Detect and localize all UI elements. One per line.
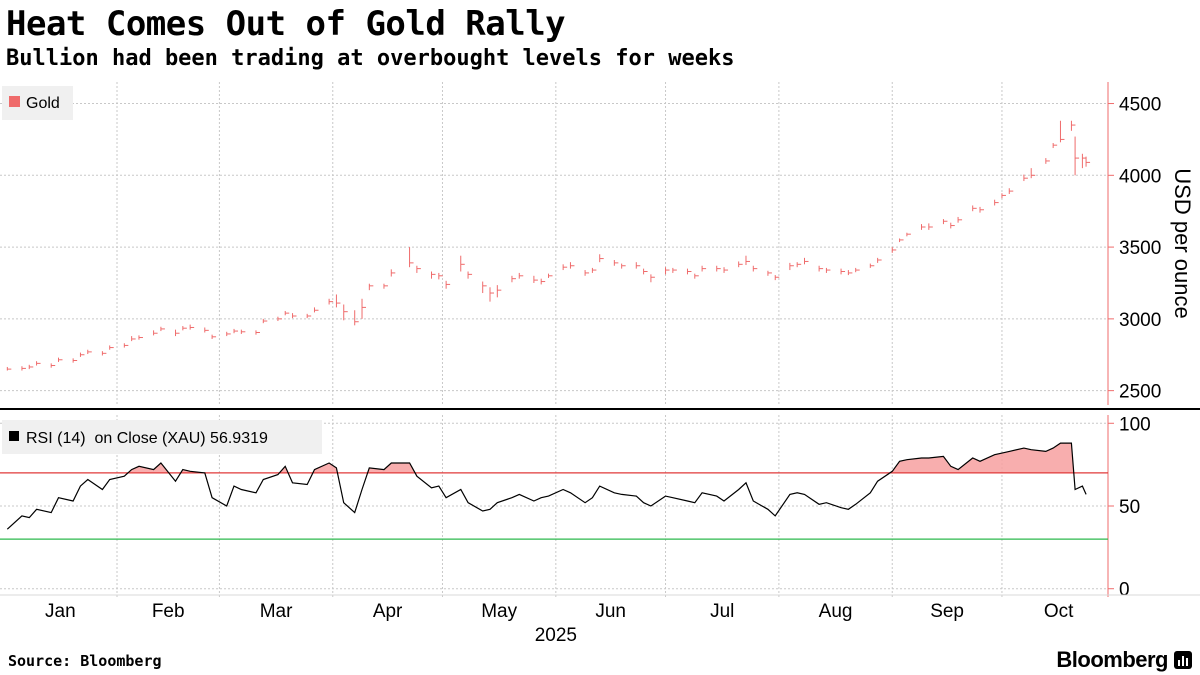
rsi-legend-box	[2, 420, 322, 454]
price-tick-label: 4000	[1119, 166, 1161, 187]
brand-name: Bloomberg	[1056, 647, 1168, 672]
x-tick-label: Oct	[1044, 601, 1074, 622]
x-tick-label: Aug	[819, 601, 853, 622]
price-legend-swatch	[9, 96, 20, 107]
rsi-tick-label: 100	[1119, 414, 1151, 435]
x-tick-label: Mar	[260, 601, 293, 622]
x-tick-label: Jun	[595, 601, 626, 622]
rsi-legend-label: RSI (14) on Close (XAU) 56.9319	[26, 430, 268, 447]
rsi-overbought-fill	[127, 443, 1074, 473]
rsi-tick-label: 0	[1119, 580, 1130, 601]
x-tick-label: Feb	[152, 601, 185, 622]
source-note: Source: Bloomberg	[8, 652, 162, 670]
price-tick-label: 3000	[1119, 310, 1161, 331]
x-tick-label: Sep	[930, 601, 964, 622]
price-y-axis-label: USD per ounce	[1170, 168, 1195, 318]
x-tick-label: Apr	[373, 601, 403, 622]
x-tick-label: Jan	[45, 601, 76, 622]
bloomberg-logo: Bloomberg	[1056, 647, 1192, 673]
x-tick-label: May	[481, 601, 517, 622]
chart-subtitle: Bullion had been trading at overbought l…	[6, 46, 735, 71]
rsi-series-line	[6, 442, 1087, 530]
bar-chart-icon	[1174, 651, 1192, 669]
price-tick-label: 2500	[1119, 382, 1161, 403]
price-tick-label: 3500	[1119, 238, 1161, 259]
x-tick-label: Jul	[710, 601, 734, 622]
rsi-tick-label: 50	[1119, 497, 1140, 518]
chart-title: Heat Comes Out of Gold Rally	[6, 4, 566, 44]
price-tick-label: 4500	[1119, 95, 1161, 116]
rsi-legend-swatch	[9, 431, 19, 441]
x-axis-year-label: 2025	[535, 625, 577, 646]
price-legend-label: Gold	[26, 95, 60, 112]
